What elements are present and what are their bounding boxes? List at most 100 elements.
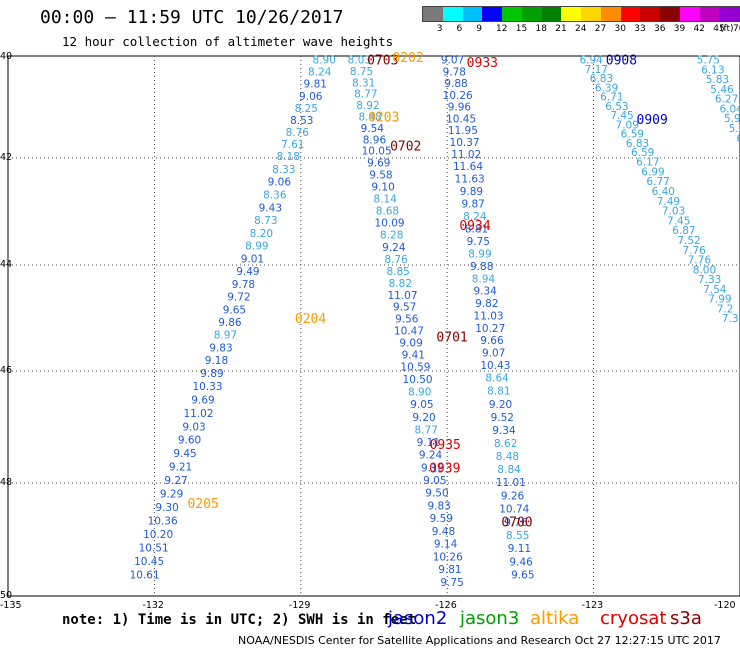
wave-height-value: 10.45 [134,556,164,568]
colorbar-swatch [581,7,601,21]
wave-height-value: 10.05 [362,146,392,158]
wave-height-value: 11.01 [496,477,526,489]
colorbar-swatch [502,7,522,21]
wave-height-value: 10.51 [139,542,169,554]
wave-height-value: 8.24 [463,211,487,223]
wave-height-value: 7.76 [682,245,706,257]
colorbar-label: 39 [673,24,686,34]
colorbar-label: 12 [496,24,508,34]
wave-height-value: 6.53 [605,101,628,113]
wave-height-value: 5.83 [706,74,729,86]
longitude-tick-label: -123 [581,600,604,611]
wave-height-value: 8.33 [272,164,295,176]
colorbar-swatch [541,7,562,21]
wave-height-value: 9.66 [480,335,504,347]
colorbar-label: 45 [713,24,725,34]
colorbar-swatch [561,7,581,21]
wave-height-value: 9.88 [444,78,467,90]
wave-height-value: 7.45 [667,215,690,227]
colorbar-label: 70 [733,24,740,34]
wave-height-value: 9.72 [227,292,250,304]
wave-height-value: 9.27 [164,475,187,487]
wave-height-value: 9.21 [169,462,192,474]
latitude-tick-label: 50 [0,590,13,601]
wave-height-value: 8.25 [295,103,318,115]
wave-height-value: 10.27 [475,323,505,335]
wave-height-value: 7.54 [703,284,727,296]
colorbar-swatch [620,7,641,21]
pass-time-label: 0203 [368,111,399,126]
colorbar-swatch [521,7,542,21]
wave-height-value: 5.46 [710,84,734,96]
wave-height-value: 8.48 [358,111,381,123]
pass-time-label: 0700 [501,515,532,530]
wave-height-value: 7.09 [616,119,639,131]
wave-height-value: 8.18 [277,151,300,163]
colorbar-label: 15 [515,24,528,34]
wave-height-value: 8.64 [485,373,509,385]
wave-height-value: 8.53 [290,115,313,127]
wave-height-value: 8.75 [350,66,373,78]
legend-jason2: jason2 [388,608,448,629]
wave-height-value: 9.43 [259,202,282,214]
wave-height-value: 10.50 [403,374,433,386]
wave-height-value: 9.69 [191,395,214,407]
wave-height-value: 9.78 [443,66,466,78]
wave-height-value: 9.86 [218,317,242,329]
wave-height-value: 8.76 [286,127,310,139]
colorbar-label: 3 [436,24,443,34]
wave-height-value: 7.33 [698,274,721,286]
pass-time-label: 0204 [295,312,326,327]
wave-height-value: 10.09 [375,218,405,230]
wave-height-value: 10.74 [499,504,529,516]
wave-height-value: 5.94 [724,113,740,125]
pass-time-label: 0909 [637,113,668,128]
wave-height-value: 6.59 [631,147,654,159]
wave-height-value: 10.26 [433,551,463,563]
wave-height-value: 8.76 [384,254,408,266]
colorbar-swatch [442,7,463,21]
wave-height-value: 6.59 [621,129,644,141]
legend-s3a: s3a [670,608,702,629]
pass-time-label: 0939 [429,461,460,476]
wave-height-value: 8.00 [693,264,716,276]
colorbar-swatch [423,7,443,21]
wave-height-value: 8.31 [352,77,375,89]
wave-height-value: 9.20 [412,412,435,424]
wave-height-value: 9.11 [508,543,531,555]
wave-height-value: 9.24 [419,450,443,462]
colorbar-label: (ft) [720,24,734,34]
wave-height-value: 9.88 [470,261,493,273]
wave-height-value: 11.02 [183,408,213,420]
wave-height-value: 9.09 [399,338,422,350]
wave-height-value: 9.07 [441,55,464,67]
pass-time-label: 0935 [430,438,461,453]
credit-text: NOAA/NESDIS Center for Satellite Applica… [238,634,721,647]
colorbar-swatch [462,7,483,21]
latitude-tick-label: 40 [0,51,13,62]
wave-height-value: 6.3 [737,133,740,145]
wave-height-value: 9.05 [423,475,446,487]
wave-height-value: 8.03 [348,55,371,67]
colorbar-swatch [640,7,660,21]
latitude-tick-label: 48 [0,477,13,488]
wave-height-value: 7.49 [657,196,680,208]
wave-height-value: 11.64 [453,161,483,173]
wave-height-value: 8.94 [472,273,496,285]
wave-height-value: 9.24 [382,242,406,254]
longitude-tick-label: -132 [142,600,164,611]
wave-height-value: 9.96 [448,102,472,114]
wave-height-value: 8.90 [408,387,431,399]
legend-cryosat: cryosat [600,608,667,629]
wave-height-value: 11.07 [387,290,417,302]
wave-height-value: 9.18 [205,355,228,367]
wave-height-value: 6.17 [636,157,659,169]
wave-height-value: 6.04 [719,103,740,115]
latitude-tick-label: 42 [0,152,13,163]
wave-height-value: 9.14 [434,539,458,551]
map-frame [7,55,740,597]
wave-height-value: 7.52 [677,235,700,247]
colorbar-swatch [482,7,502,21]
colorbar-label: 9 [476,24,482,34]
